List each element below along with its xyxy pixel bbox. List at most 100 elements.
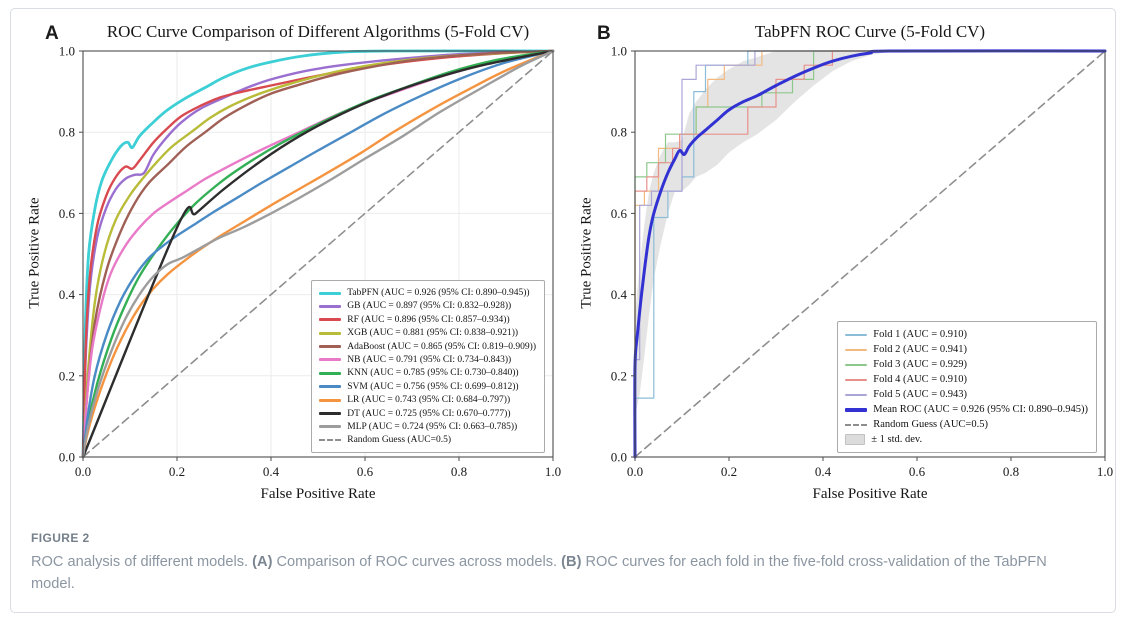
legend-swatch-icon bbox=[319, 331, 342, 335]
legend-swatch-icon bbox=[319, 291, 342, 295]
caption-seg-b: (B) bbox=[561, 554, 582, 570]
y-tick-label: 0.2 bbox=[611, 368, 627, 383]
legend-swatch-icon bbox=[845, 378, 868, 381]
legend-item: Random Guess (AUC=0.5) bbox=[319, 434, 536, 447]
legend-label: ± 1 std. dev. bbox=[871, 434, 923, 445]
legend-label: TabPFN (AUC = 0.926 (95% CI: 0.890–0.945… bbox=[347, 288, 530, 298]
legend-item: RF (AUC = 0.896 (95% CI: 0.857–0.934)) bbox=[319, 313, 536, 326]
panel-b-legend: Fold 1 (AUC = 0.910) Fold 2 (AUC = 0.941)… bbox=[837, 321, 1097, 453]
roc-curve-random-guess bbox=[82, 50, 554, 458]
legend-label: AdaBoost (AUC = 0.865 (95% CI: 0.819–0.9… bbox=[347, 341, 536, 352]
legend-item: XGB (AUC = 0.881 (95% CI: 0.838–0.921)) bbox=[319, 326, 536, 339]
legend-label: GB (AUC = 0.897 (95% CI: 0.832–0.928)) bbox=[347, 301, 512, 312]
panel-a-xlabel: False Positive Rate bbox=[260, 486, 376, 502]
legend-label: Random Guess (AUC=0.5) bbox=[347, 435, 452, 446]
legend-label: Mean ROC (AUC = 0.926 (95% CI: 0.890–0.9… bbox=[873, 404, 1088, 415]
panel-a-legend: TabPFN (AUC = 0.926 (95% CI: 0.890–0.945… bbox=[311, 280, 545, 453]
x-tick-label: 0.0 bbox=[75, 464, 91, 479]
roc-curve-random-guess bbox=[634, 50, 1106, 458]
panel-b: B TabPFN ROC Curve (5-Fold CV) 0.0 0.2 0.4… bbox=[569, 13, 1121, 517]
legend-swatch-icon bbox=[319, 358, 342, 362]
legend-swatch-icon bbox=[319, 371, 342, 375]
panel-a-ylabel: True Positive Rate bbox=[26, 197, 43, 309]
legend-item: Fold 1 (AUC = 0.910) bbox=[845, 327, 1088, 342]
roc-curve-fold-3 bbox=[634, 50, 1106, 458]
caption-text: ROC analysis of different models. (A) Co… bbox=[31, 552, 1091, 596]
legend-item: DT (AUC = 0.725 (95% CI: 0.670–0.777)) bbox=[319, 407, 536, 420]
panel-b-ylabel: True Positive Rate bbox=[578, 197, 595, 309]
legend-swatch-icon bbox=[319, 439, 342, 442]
x-tick-label: 0.6 bbox=[357, 464, 374, 479]
legend-label: Fold 4 (AUC = 0.910) bbox=[873, 374, 967, 385]
y-tick-label: 0.8 bbox=[59, 125, 75, 140]
panel-a-label: A bbox=[45, 23, 59, 44]
x-tick-label: 1.0 bbox=[545, 464, 561, 479]
legend-swatch-icon bbox=[319, 385, 342, 389]
y-tick-label: 0.6 bbox=[611, 206, 628, 221]
x-tick-label: 0.8 bbox=[451, 464, 467, 479]
legend-label: Random Guess (AUC=0.5) bbox=[873, 419, 988, 430]
legend-swatch-icon bbox=[319, 304, 342, 308]
legend-label: MLP (AUC = 0.724 (95% CI: 0.663–0.785)) bbox=[347, 421, 518, 432]
y-tick-label: 1.0 bbox=[59, 44, 75, 59]
legend-label: Fold 5 (AUC = 0.943) bbox=[873, 389, 967, 400]
plot-frame bbox=[634, 50, 1106, 458]
legend-item: ± 1 std. dev. bbox=[845, 432, 1088, 447]
legend-item: MLP (AUC = 0.724 (95% CI: 0.663–0.785)) bbox=[319, 420, 536, 433]
panel-a: A ROC Curve Comparison of Different Algo… bbox=[17, 13, 569, 517]
legend-swatch-icon bbox=[845, 393, 868, 396]
legend-swatch-icon bbox=[319, 425, 342, 429]
legend-item: Fold 4 (AUC = 0.910) bbox=[845, 372, 1088, 387]
plot-frame bbox=[82, 50, 554, 458]
y-tick-label: 0.0 bbox=[59, 450, 75, 465]
legend-item: SVM (AUC = 0.756 (95% CI: 0.699–0.812)) bbox=[319, 380, 536, 393]
x-tick-label: 0.2 bbox=[721, 464, 737, 479]
legend-item: Fold 2 (AUC = 0.941) bbox=[845, 342, 1088, 357]
x-tick-label: 0.6 bbox=[909, 464, 926, 479]
panel-a-plot: 0.0 0.2 0.4 0.6 0.8 1.0 0.0 0.2 0.4 0.6 0.8 1.0 bbox=[59, 44, 561, 480]
legend-swatch-icon bbox=[319, 398, 342, 402]
legend-label: KNN (AUC = 0.785 (95% CI: 0.730–0.840)) bbox=[347, 368, 519, 379]
legend-label: LR (AUC = 0.743 (95% CI: 0.684–0.797)) bbox=[347, 395, 511, 406]
legend-item: LR (AUC = 0.743 (95% CI: 0.684–0.797)) bbox=[319, 393, 536, 406]
legend-item: GB (AUC = 0.897 (95% CI: 0.832–0.928)) bbox=[319, 300, 536, 313]
x-tick-label: 0.4 bbox=[263, 464, 280, 479]
caption-seg-a: (A) bbox=[252, 554, 273, 570]
x-tick-label: 0.8 bbox=[1003, 464, 1019, 479]
legend-label: RF (AUC = 0.896 (95% CI: 0.857–0.934)) bbox=[347, 314, 510, 325]
y-tick-label: 1.0 bbox=[611, 44, 627, 59]
roc-curve-lr bbox=[81, 49, 555, 459]
roc-curve-xgb bbox=[81, 49, 555, 459]
legend-label: NB (AUC = 0.791 (95% CI: 0.734–0.843)) bbox=[347, 354, 512, 365]
roc-curve-mean-roc bbox=[633, 49, 1107, 459]
figure-caption: FIGURE 2 ROC analysis of different model… bbox=[11, 517, 1115, 596]
roc-curve-tabpfn bbox=[81, 49, 555, 459]
roc-curve-adaboost bbox=[81, 49, 555, 459]
legend-item: NB (AUC = 0.791 (95% CI: 0.734–0.843)) bbox=[319, 353, 536, 366]
figure-number: FIGURE 2 bbox=[31, 531, 90, 545]
y-tick-label: 0.4 bbox=[59, 287, 76, 302]
legend-label: Fold 3 (AUC = 0.929) bbox=[873, 359, 967, 370]
legend-swatch-icon bbox=[845, 407, 868, 412]
legend-swatch-icon bbox=[845, 434, 866, 445]
x-tick-label: 0.4 bbox=[815, 464, 832, 479]
roc-curve-fold-4 bbox=[634, 50, 1106, 458]
legend-label: SVM (AUC = 0.756 (95% CI: 0.699–0.812)) bbox=[347, 381, 519, 392]
caption-seg: Comparison of ROC curves across models. bbox=[272, 554, 562, 570]
roc-curve-fold-5 bbox=[634, 50, 1106, 458]
legend-item: KNN (AUC = 0.785 (95% CI: 0.730–0.840)) bbox=[319, 367, 536, 380]
roc-curve-mlp bbox=[81, 49, 555, 459]
y-tick-label: 0.4 bbox=[611, 287, 628, 302]
legend-item: Fold 5 (AUC = 0.943) bbox=[845, 387, 1088, 402]
figure-card: A ROC Curve Comparison of Different Algo… bbox=[10, 8, 1116, 613]
legend-item: Mean ROC (AUC = 0.926 (95% CI: 0.890–0.9… bbox=[845, 402, 1088, 417]
x-tick-label: 0.0 bbox=[627, 464, 643, 479]
legend-swatch-icon bbox=[845, 363, 868, 366]
caption-seg: ROC analysis of different models. bbox=[31, 554, 253, 570]
caption-seg: ROC curves for each fold in the five-fol… bbox=[31, 554, 1047, 592]
legend-swatch-icon bbox=[319, 412, 342, 416]
legend-label: DT (AUC = 0.725 (95% CI: 0.670–0.777)) bbox=[347, 408, 511, 419]
legend-swatch-icon bbox=[319, 318, 342, 322]
legend-item: Random Guess (AUC=0.5) bbox=[845, 417, 1088, 432]
legend-label: Fold 1 (AUC = 0.910) bbox=[873, 329, 967, 340]
